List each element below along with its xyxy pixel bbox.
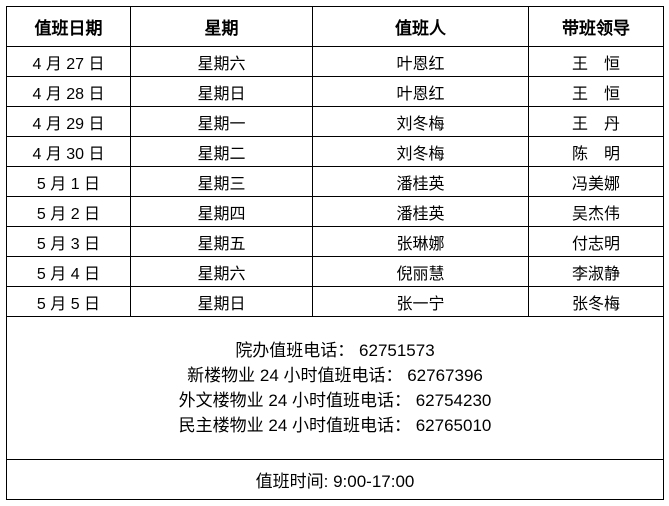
cell-date: 5 月 1 日 <box>6 166 131 197</box>
cell-leader: 陈 明 <box>528 136 664 167</box>
cell-date: 4 月 27 日 <box>6 46 131 77</box>
cell-leader: 王 丹 <box>528 106 664 137</box>
cell-person: 刘冬梅 <box>312 136 529 167</box>
table-row: 4 月 28 日星期日 叶恩红王 恒 <box>6 76 664 107</box>
cell-date: 4 月 30 日 <box>6 136 131 167</box>
cell-leader: 冯美娜 <box>528 166 664 197</box>
cell-leader: 吴杰伟 <box>528 196 664 227</box>
cell-date: 5 月 3 日 <box>6 226 131 257</box>
cell-weekday: 星期四 <box>130 196 313 227</box>
cell-weekday: 星期一 <box>130 106 313 137</box>
phone-line: 新楼物业 24 小时值班电话： 62767396 <box>187 366 483 385</box>
table-row: 5 月 5 日星期日 张一宁 张冬梅 <box>6 286 664 317</box>
duty-time: 值班时间: 9:00-17:00 <box>6 459 664 500</box>
cell-person: 叶恩红 <box>312 76 529 107</box>
cell-leader: 李淑静 <box>528 256 664 287</box>
table-row: 4 月 29 日星期一 刘冬梅王 丹 <box>6 106 664 137</box>
cell-person: 倪丽慧 <box>312 256 529 287</box>
cell-weekday: 星期日 <box>130 286 313 317</box>
cell-person: 叶恩红 <box>312 46 529 77</box>
cell-leader: 张冬梅 <box>528 286 664 317</box>
phone-line: 院办值班电话： 62751573 <box>235 341 435 360</box>
cell-date: 4 月 28 日 <box>6 76 131 107</box>
cell-person: 刘冬梅 <box>312 106 529 137</box>
header-weekday: 星期 <box>130 6 313 47</box>
cell-person: 张一宁 <box>312 286 529 317</box>
phone-info: 院办值班电话： 62751573 新楼物业 24 小时值班电话： 6276739… <box>6 316 664 460</box>
header-date: 值班日期 <box>6 6 131 47</box>
cell-person: 张琳娜 <box>312 226 529 257</box>
cell-weekday: 星期五 <box>130 226 313 257</box>
cell-leader: 王 恒 <box>528 76 664 107</box>
phone-line: 民主楼物业 24 小时值班电话： 62765010 <box>178 416 492 435</box>
cell-date: 5 月 4 日 <box>6 256 131 287</box>
table-row: 5 月 4 日星期六 倪丽慧 李淑静 <box>6 256 664 287</box>
header-row: 值班日期 星期 值班人 带班领导 <box>6 6 664 47</box>
cell-weekday: 星期六 <box>130 46 313 77</box>
cell-person: 潘桂英 <box>312 196 529 227</box>
cell-leader: 付志明 <box>528 226 664 257</box>
table-row: 5 月 3 日星期五 张琳娜 付志明 <box>6 226 664 257</box>
cell-weekday: 星期三 <box>130 166 313 197</box>
cell-person: 潘桂英 <box>312 166 529 197</box>
table-row: 4 月 27 日星期六 叶恩红王 恒 <box>6 46 664 77</box>
duty-time-row: 值班时间: 9:00-17:00 <box>6 459 664 500</box>
table-row: 4 月 30 日星期二 刘冬梅陈 明 <box>6 136 664 167</box>
table-row: 5 月 1 日星期三 潘桂英 冯美娜 <box>6 166 664 197</box>
header-person: 值班人 <box>312 6 529 47</box>
cell-date: 5 月 2 日 <box>6 196 131 227</box>
cell-date: 5 月 5 日 <box>6 286 131 317</box>
cell-leader: 王 恒 <box>528 46 664 77</box>
table-row: 5 月 2 日星期四 潘桂英 吴杰伟 <box>6 196 664 227</box>
phone-info-row: 院办值班电话： 62751573 新楼物业 24 小时值班电话： 6276739… <box>6 316 664 460</box>
cell-weekday: 星期日 <box>130 76 313 107</box>
phone-line: 外文楼物业 24 小时值班电话： 62754230 <box>178 391 492 410</box>
cell-weekday: 星期六 <box>130 256 313 287</box>
header-leader: 带班领导 <box>528 6 664 47</box>
cell-weekday: 星期二 <box>130 136 313 167</box>
cell-date: 4 月 29 日 <box>6 106 131 137</box>
